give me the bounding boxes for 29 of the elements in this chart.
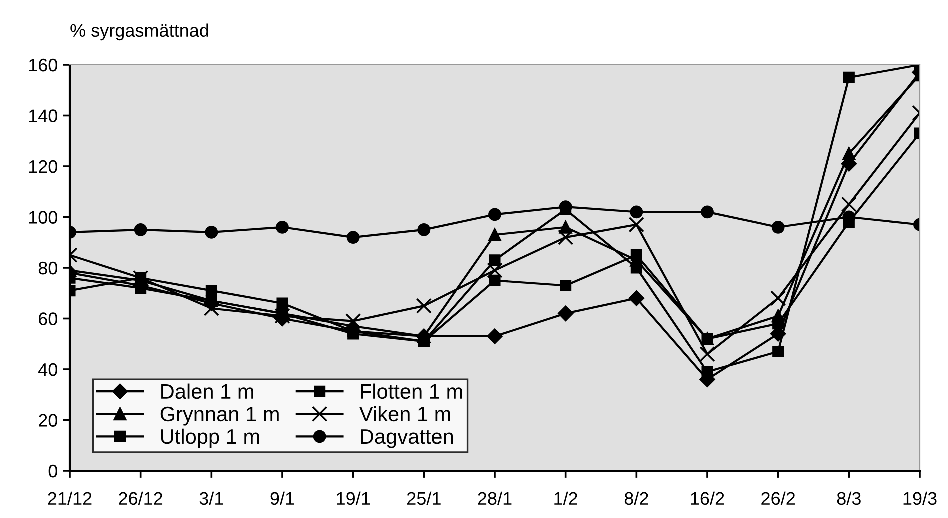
x-tick-label: 1/2: [554, 492, 578, 506]
x-tick-label: 3/1: [200, 492, 224, 506]
x-tick-label: 28/1: [478, 492, 512, 506]
legend-label: Grynnan 1 m: [160, 406, 279, 426]
y-tick-label: 120: [29, 160, 58, 174]
y-tick-label: 100: [29, 211, 58, 224]
x-tick-label: 16/2: [691, 492, 724, 506]
x-tick-label: 25/1: [408, 492, 441, 506]
x-tick-label: 19/1: [337, 492, 370, 506]
y-tick-label: 60: [39, 312, 58, 326]
y-tick-label: 0: [48, 464, 58, 478]
legend-label: Viken 1 m: [360, 406, 450, 422]
x-tick-label: 26/12: [119, 492, 163, 506]
x-tick-label: 9/1: [270, 492, 294, 506]
y-tick-label: 140: [29, 110, 58, 122]
y-tick-label: 160: [29, 58, 58, 72]
x-tick-label: 19/3: [904, 492, 937, 506]
y-tick-label: 40: [38, 363, 58, 376]
x-tick-label: 21/12: [48, 492, 92, 506]
x-tick-label: 8/3: [837, 492, 861, 506]
legend-label: Utlopp 1 m: [161, 428, 260, 448]
legend-label: Flotten 1 m: [361, 384, 462, 400]
y-tick-label: 20: [39, 414, 58, 427]
y-tick-label: 80: [38, 262, 58, 275]
legend-label: Dagvatten: [361, 430, 454, 448]
x-tick-label: 26/2: [762, 492, 795, 506]
legend-label: Dalen 1 m: [162, 384, 254, 400]
x-tick-label: 8/2: [624, 492, 648, 506]
y-axis-title: % syrgasmättnad: [70, 24, 208, 41]
